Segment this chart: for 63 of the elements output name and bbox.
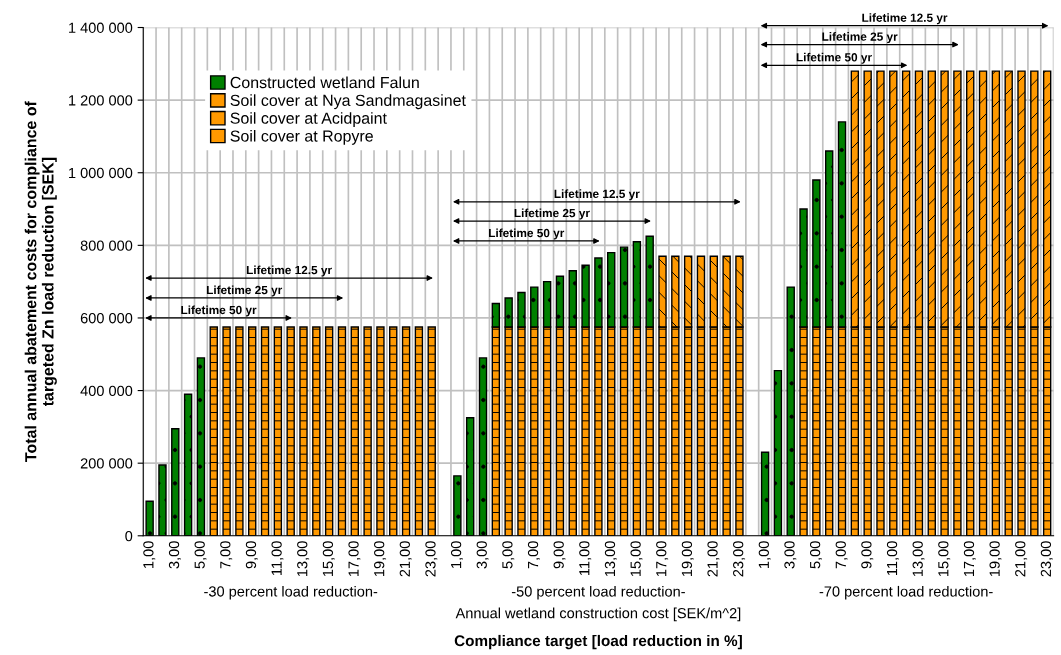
x-tick-label: 7,00: [835, 541, 848, 569]
y-tick-label: 1 200 000: [69, 95, 133, 106]
x-tick-label: 9,00: [861, 541, 874, 569]
x-axis-title: Compliance target [load reduction in %]: [454, 634, 742, 650]
x-tick-label: 11,00: [271, 541, 284, 575]
text: Lifetime 12.5 yr: [862, 13, 948, 25]
x-tick-label: 7,00: [527, 541, 540, 569]
annotation: Lifetime 50 yr: [489, 228, 565, 240]
x-tick-label: 3,00: [168, 541, 181, 569]
x-tick-label: 7,00: [220, 541, 233, 569]
x-tick-label: 1,00: [450, 541, 463, 568]
x-tick-label: 13,00: [297, 541, 310, 577]
x-tick-label: 23,00: [1040, 541, 1053, 577]
x-tick-label: 13,00: [912, 541, 925, 577]
x-tick-label: 15,00: [630, 541, 643, 577]
y-tick-label: 1 400 000: [69, 22, 133, 33]
y-tick-label: 600 000: [80, 313, 133, 324]
annotation: Lifetime 25 yr: [822, 32, 898, 44]
x-tick-label: 9,00: [553, 541, 566, 569]
text: -30 percent load reduction-: [204, 585, 378, 600]
y-tick-label: 800 000: [80, 240, 133, 251]
x-tick-label: 11,00: [579, 541, 592, 575]
x-tick-label: 23,00: [733, 541, 746, 577]
annotation: Lifetime 50 yr: [181, 305, 257, 317]
legend-label: Soil cover at Ropyre: [230, 129, 373, 145]
x-tick-label: 5,00: [194, 541, 207, 569]
y-tick-label: 0: [125, 530, 133, 542]
x-tick-label: 17,00: [656, 541, 669, 577]
x-tick-label: 11,00: [886, 541, 899, 575]
x-tick-label: 3,00: [476, 541, 489, 569]
annotation: Lifetime 50 yr: [796, 52, 872, 64]
x-tick-label: 1,00: [143, 541, 156, 568]
x-tick-label: 19,00: [989, 541, 1002, 577]
legend-label: Soil cover at Acidpaint: [230, 112, 387, 128]
x-tick-label: 21,00: [1015, 541, 1028, 577]
y-tick-label: 200 000: [80, 458, 133, 469]
annotation: Lifetime 12.5 yr: [246, 265, 332, 277]
x-tick-label: 17,00: [348, 541, 361, 577]
x-tick-label: 5,00: [809, 541, 823, 569]
x-tick-label: 3,00: [784, 541, 797, 569]
x-tick-label: 13,00: [604, 541, 617, 577]
x-tick-label: 5,00: [502, 541, 515, 569]
y-tick-label: 1 000 000: [69, 167, 133, 179]
x-tick-label: 1,00: [758, 541, 771, 568]
text: Annual wetland construction cost [SEK/m^2]: [455, 607, 741, 622]
x-tick-label: 23,00: [425, 541, 438, 577]
x-tick-label: 15,00: [322, 541, 335, 577]
annotation: Lifetime 12.5 yr: [554, 189, 640, 201]
y-tick-label: 400 000: [80, 385, 133, 396]
x-tick-label: 21,00: [399, 541, 412, 577]
y-axis-title: Total annual abatement costs for compliance of targeted Zn load reduction [SEK]: [24, 101, 57, 462]
x-tick-label: 19,00: [374, 541, 387, 577]
x-tick-label: 15,00: [938, 541, 951, 577]
x-tick-label: 17,00: [963, 541, 976, 577]
x-tick-label: 9,00: [245, 541, 258, 569]
annotation: Lifetime 25 yr: [514, 208, 590, 220]
text: -70 percent load reduction-: [819, 585, 993, 600]
legend-label: Soil cover at Nya Sandmagasinet: [230, 94, 466, 110]
x-tick-label: 19,00: [681, 541, 694, 577]
text: -50 percent load reduction-: [511, 585, 685, 600]
annotation: Lifetime 25 yr: [206, 285, 283, 297]
x-tick-label: 21,00: [707, 541, 720, 577]
legend-label: Constructed wetland Falun: [230, 76, 419, 89]
